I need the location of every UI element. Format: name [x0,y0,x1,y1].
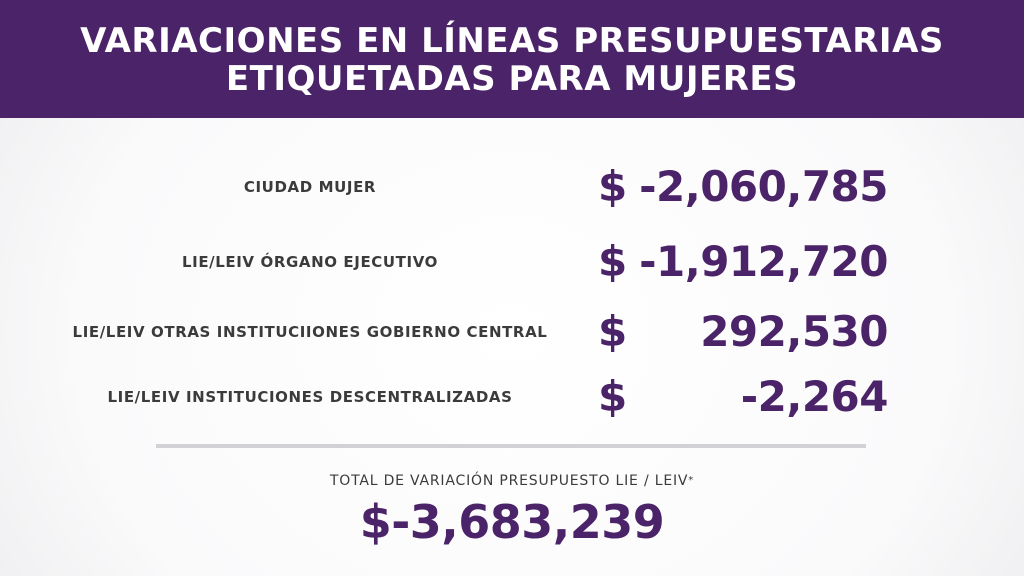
divider [156,444,866,448]
row-label: LIE/LEIV OTRAS INSTITUCIIONES GOBIERNO C… [72,323,548,341]
title-line-2: ETIQUETADAS PARA MUJERES [225,59,799,99]
row-label: CIUDAD MUJER [243,178,377,196]
currency-symbol: $ [598,162,628,211]
total-label: TOTAL DE VARIACIÓN PRESUPUESTO LIE / LEI… [0,470,1024,492]
budget-row-gobierno-central: LIE/LEIV OTRAS INSTITUCIIONES GOBIERNO C… [0,302,1024,362]
row-label: LIE/LEIV ÓRGANO EJECUTIVO [181,253,438,271]
currency-symbol: $ [598,307,628,356]
budget-row-ciudad-mujer: CIUDAD MUJER $ -2,060,785 [0,157,1024,217]
total-value: $-3,683,239 [359,495,665,549]
row-amount: -2,264 [740,372,889,421]
row-amount: -1,912,720 [639,237,888,286]
row-amount: 292,530 [700,307,888,356]
title-line-1: VARIACIONES EN LÍNEAS PRESUPUESTARIAS [80,21,944,61]
row-amount: -2,060,785 [639,162,888,211]
budget-row-organo-ejecutivo: LIE/LEIV ÓRGANO EJECUTIVO $ -1,912,720 [0,232,1024,292]
total-label-text: TOTAL DE VARIACIÓN PRESUPUESTO LIE / LEI… [329,473,689,489]
currency-symbol: $ [598,372,628,421]
currency-symbol: $ [598,237,628,286]
header-banner: VARIACIONES EN LÍNEAS PRESUPUESTARIAS ET… [0,0,1024,118]
row-label: LIE/LEIV INSTITUCIONES DESCENTRALIZADAS [107,388,513,406]
budget-row-descentralizadas: LIE/LEIV INSTITUCIONES DESCENTRALIZADAS … [0,367,1024,427]
footnote-mark: * [688,475,695,486]
